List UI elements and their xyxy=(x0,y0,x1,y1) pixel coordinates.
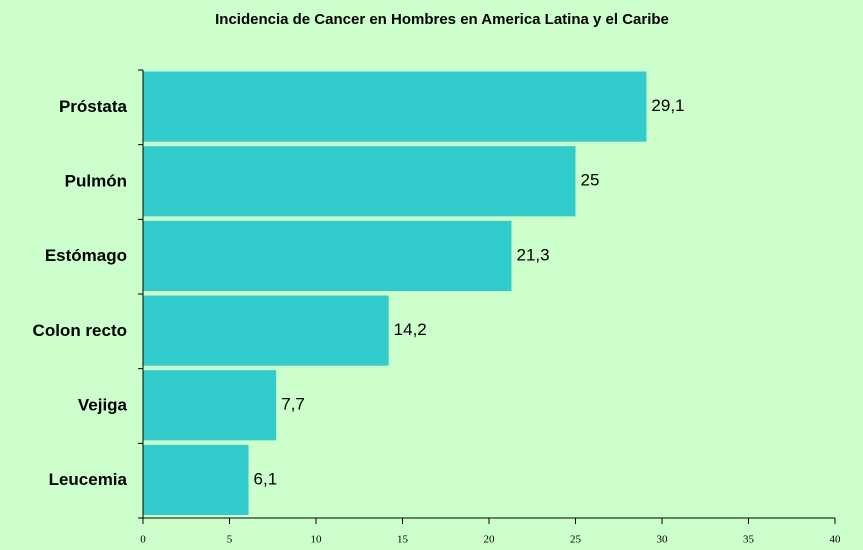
x-tick-label: 25 xyxy=(570,534,582,546)
value-label: 7,7 xyxy=(281,395,305,414)
category-label: Pulmón xyxy=(65,171,127,190)
bar xyxy=(143,146,576,217)
bar xyxy=(143,220,512,292)
category-label: Colon recto xyxy=(33,321,127,340)
category-label: Leucemia xyxy=(49,470,128,489)
bar xyxy=(143,444,249,516)
x-tick-label: 30 xyxy=(657,534,669,546)
value-label: 21,3 xyxy=(516,245,549,264)
x-tick-label: 35 xyxy=(743,534,755,546)
value-label: 14,2 xyxy=(394,320,427,339)
bar xyxy=(143,295,389,366)
chart-title: Incidencia de Cancer en Hombres en Ameri… xyxy=(215,11,669,28)
value-label: 29,1 xyxy=(651,96,684,115)
category-label: Vejiga xyxy=(78,395,128,414)
bar xyxy=(143,370,277,441)
x-tick-label: 40 xyxy=(830,534,842,546)
x-tick-label: 20 xyxy=(484,534,496,546)
category-label: Próstata xyxy=(59,97,128,116)
bar xyxy=(143,71,647,142)
x-tick-label: 15 xyxy=(397,534,409,546)
x-tick-label: 5 xyxy=(227,534,233,546)
category-label: Estómago xyxy=(45,246,127,265)
x-tick-label: 10 xyxy=(311,534,323,546)
x-tick-label: 0 xyxy=(140,534,146,546)
value-label: 6,1 xyxy=(254,469,278,488)
value-label: 25 xyxy=(581,171,600,190)
